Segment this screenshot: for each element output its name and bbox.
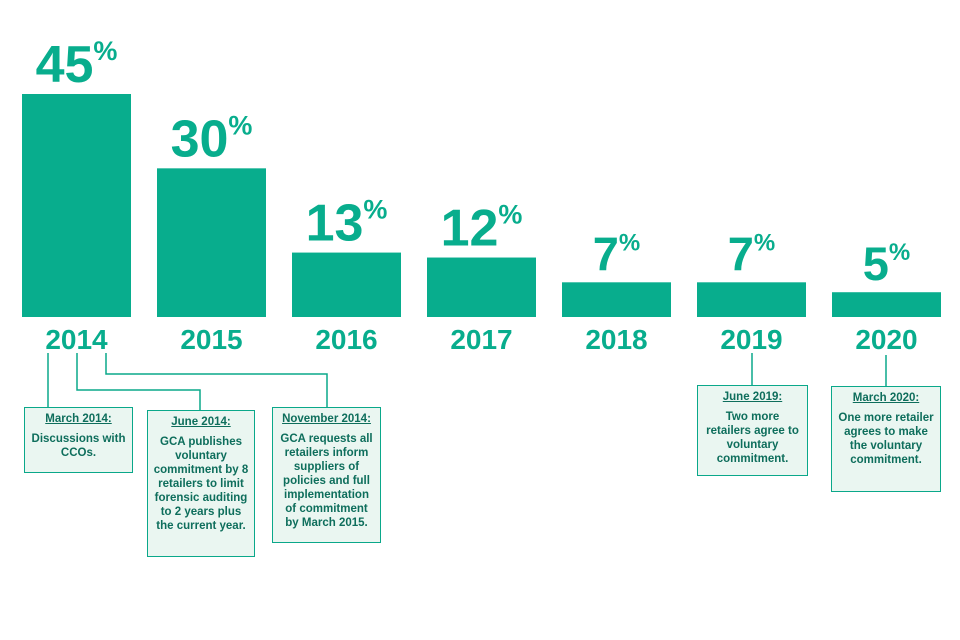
annotation-title: June 2014: [171, 416, 231, 428]
bar-2017 [427, 257, 536, 317]
bars-group [22, 94, 941, 317]
year-label-2017: 2017 [450, 324, 512, 355]
annotation-title: November 2014: [282, 413, 371, 425]
annotation-title: March 2014: [45, 413, 112, 425]
bar-2019 [697, 282, 806, 317]
annotation-title: March 2020: [852, 392, 920, 404]
connector-november-2014 [105, 353, 328, 407]
bar-2014 [22, 94, 131, 317]
annotation-march-2020: March 2020: One more retailer agrees to … [831, 386, 941, 492]
connector-june-2014 [76, 353, 201, 410]
annotation-body: Two more retailers agree to voluntary co… [706, 411, 799, 465]
bar-2016 [292, 252, 401, 317]
annotation-body: Discussions with CCOs. [31, 433, 126, 459]
value-label-2016: 13% [306, 195, 388, 253]
year-label-2018: 2018 [585, 324, 647, 355]
annotation-title: June 2019: [722, 391, 783, 403]
value-label-2017: 12% [441, 200, 523, 258]
year-label-2016: 2016 [315, 324, 377, 355]
bar-2020 [832, 292, 941, 317]
value-label-2019: 7% [728, 227, 775, 280]
annotation-connectors [47, 353, 887, 410]
annotation-june-2019: June 2019: Two more retailers agree to v… [697, 385, 808, 476]
year-label-2015: 2015 [180, 324, 242, 355]
value-label-2015: 30% [171, 110, 253, 168]
annotation-body: One more retailer agrees to make the vol… [838, 412, 934, 466]
year-label-2020: 2020 [855, 324, 917, 355]
value-label-2018: 7% [593, 227, 640, 280]
value-label-2014: 45% [36, 36, 118, 94]
annotation-november-2014: November 2014: GCA requests all retailer… [272, 407, 381, 543]
year-labels-group: 2014 2015 2016 2017 2018 2019 2020 [45, 324, 917, 355]
year-label-2019: 2019 [720, 324, 782, 355]
annotation-june-2014: June 2014: GCA publishes voluntary commi… [147, 410, 255, 557]
annotation-march-2014: March 2014: Discussions with CCOs. [24, 407, 133, 473]
bar-2015 [157, 168, 266, 317]
annotation-body: GCA requests all retailers inform suppli… [280, 433, 373, 529]
annotation-body: GCA publishes voluntary commitment by 8 … [153, 436, 249, 532]
bar-2018 [562, 282, 671, 317]
value-label-2020: 5% [863, 237, 910, 290]
year-label-2014: 2014 [45, 324, 108, 355]
